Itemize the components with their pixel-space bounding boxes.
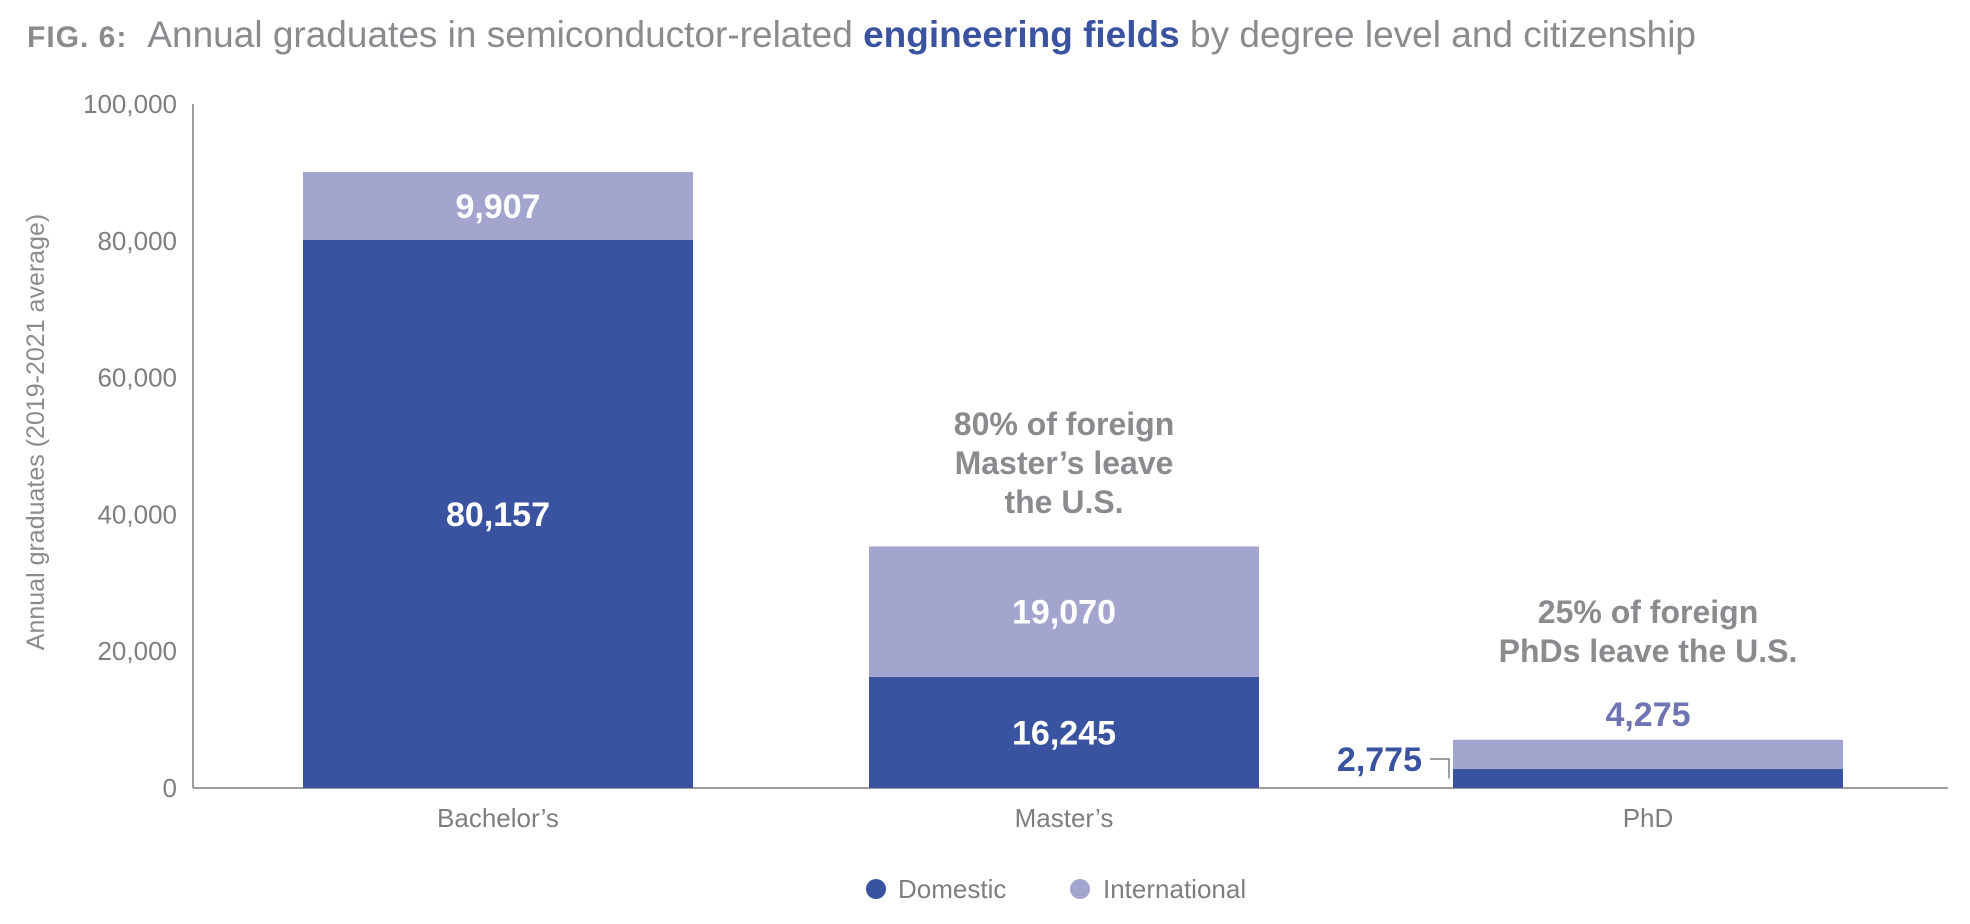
annotation-line: the U.S.: [1004, 484, 1123, 520]
y-tick-label: 40,000: [97, 499, 177, 529]
y-axis: 0 20,000 40,000 60,000 80,000 100,000 Annual g…: [22, 89, 194, 803]
y-axis-title: Annual graduates (2019-2021 average): [22, 214, 50, 650]
legend-label: International: [1103, 874, 1246, 904]
title-text-before: Annual graduates in semiconductor-relate…: [147, 14, 864, 55]
x-tick-label: Master’s: [1015, 803, 1114, 833]
legend-swatch-domestic: [866, 879, 886, 899]
bar-value-label: 16,245: [1012, 714, 1116, 752]
x-tick-label: PhD: [1623, 803, 1674, 833]
annotation-line: 25% of foreign: [1538, 594, 1758, 630]
y-tick-label: 0: [163, 773, 177, 803]
bar-value-label: 2,775: [1337, 741, 1422, 779]
bar-domestic-2: [1453, 769, 1843, 788]
bar-value-label: 19,070: [1012, 594, 1116, 632]
legend: Domestic International: [866, 874, 1246, 904]
figure-label: FIG. 6:: [27, 21, 128, 54]
y-tick-label: 100,000: [83, 89, 177, 119]
bar-domestic-0: [303, 239, 693, 788]
y-tick-label: 60,000: [97, 363, 177, 393]
bar-international-1: [869, 546, 1259, 677]
x-tick-label: Bachelor’s: [437, 803, 559, 833]
bar-international-2: [1453, 739, 1843, 770]
annotation-line: PhDs leave the U.S.: [1499, 633, 1798, 669]
x-axis: Bachelor’s Master’s PhD: [193, 787, 1948, 833]
bar-labels: 80,157 9,907 16,245 19,070 2,775 4,275: [446, 188, 1691, 779]
bar-value-label: 80,157: [446, 496, 550, 534]
annotation-line: Master’s leave: [955, 445, 1174, 481]
title-highlight: engineering fields: [863, 14, 1180, 55]
bar-value-label: 4,275: [1605, 696, 1690, 734]
leader-line: [1430, 758, 1450, 779]
y-tick-label: 20,000: [97, 636, 177, 666]
bar-international-0: [303, 171, 693, 240]
title-text-after: by degree level and citizenship: [1179, 14, 1696, 55]
figure-title: FIG. 6: Annual graduates in semiconductor…: [27, 10, 1696, 60]
annotation-line: 80% of foreign: [954, 406, 1174, 442]
bar-domestic-1: [869, 676, 1259, 788]
bars: [303, 171, 1843, 788]
y-tick-label: 80,000: [97, 226, 177, 256]
legend-swatch-international: [1070, 879, 1090, 899]
bar-value-label: 9,907: [455, 188, 540, 226]
legend-label: Domestic: [898, 874, 1006, 904]
